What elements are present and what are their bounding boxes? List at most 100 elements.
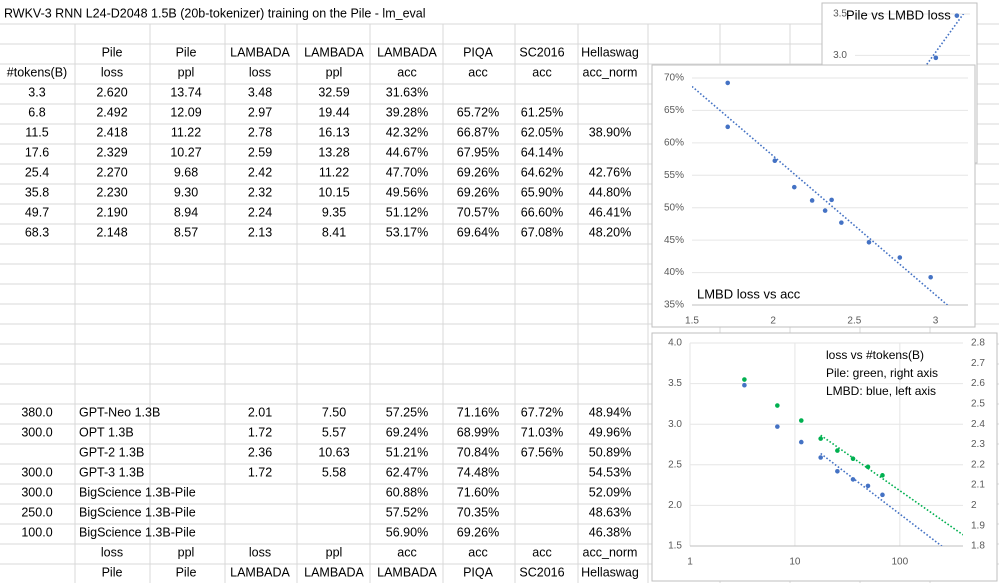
sheet-title: RWKV-3 RNN L24-D2048 1.5B (20b-tokenizer… <box>4 6 426 20</box>
y-tick-label: 2.5 <box>668 459 682 470</box>
point <box>928 274 933 280</box>
cell: SC2016 <box>519 45 564 59</box>
cell: 70.35% <box>457 505 499 519</box>
chart: 35% 40% 45% 50% 55% 60% 65% 70% 1.5 2 2.5 3 LMBD los… <box>651 64 976 328</box>
point <box>791 184 797 190</box>
cell: 71.60% <box>457 485 499 499</box>
y2-tick-label: 2.8 <box>971 338 985 349</box>
cell: 380.0 <box>21 405 52 419</box>
y2-tick-label: 1.9 <box>971 520 985 531</box>
y-tick-label: 1.5 <box>668 541 682 552</box>
cell: 2.36 <box>248 445 272 459</box>
cell: 67.72% <box>521 405 563 419</box>
point <box>725 124 731 130</box>
cell: 31.63% <box>386 85 428 99</box>
cell: LAMBADA <box>230 565 290 579</box>
cell: 11.22 <box>171 125 201 139</box>
cell: 5.57 <box>322 425 346 439</box>
point <box>822 208 828 213</box>
y-tick-label: 3.5 <box>668 378 682 389</box>
chart-title: LMBD loss vs acc <box>697 286 801 301</box>
cell: 49.96% <box>589 425 631 439</box>
point <box>725 80 731 86</box>
point <box>865 483 871 489</box>
cell: 52.09% <box>589 485 631 499</box>
y2-tick-label: 2.3 <box>971 439 985 450</box>
cell: 9.35 <box>322 205 346 219</box>
point <box>829 197 834 203</box>
point <box>835 448 840 453</box>
cell: 9.30 <box>174 185 198 199</box>
cell: 250.0 <box>21 505 52 519</box>
cell: acc <box>397 65 416 79</box>
cell: ppl <box>178 545 195 559</box>
cell: 44.80% <box>589 185 631 199</box>
cell: BigScience 1.3B-Pile <box>79 505 196 519</box>
cell: 8.94 <box>174 205 198 219</box>
y2-tick-label: 2.5 <box>971 399 985 410</box>
cell: GPT-2 1.3B <box>79 445 144 459</box>
cell: 12.09 <box>170 105 201 119</box>
point <box>775 403 780 408</box>
cell: 11.5 <box>25 125 48 139</box>
y2-tick-label: 2.2 <box>971 459 985 470</box>
point <box>798 439 804 445</box>
cell: 68.99% <box>457 425 499 439</box>
cell: 44.67% <box>386 145 428 159</box>
cell: 13.28 <box>318 145 349 159</box>
point <box>880 473 885 478</box>
cell: 3.48 <box>248 85 272 99</box>
y2-tick-label: 1.8 <box>971 541 985 552</box>
cell: ppl <box>326 545 343 559</box>
cell: 71.03% <box>521 425 563 439</box>
cell: 9.68 <box>174 165 198 179</box>
cell: 25.4 <box>25 165 49 179</box>
cell: 46.41% <box>589 205 631 219</box>
cell: 2.01 <box>248 405 272 419</box>
cell: 66.60% <box>521 205 563 219</box>
point <box>850 477 856 482</box>
cell: 50.89% <box>589 445 631 459</box>
cell: 6.8 <box>28 105 45 119</box>
cell: acc_norm <box>583 65 638 79</box>
y2-tick-label: 2.4 <box>971 419 985 430</box>
y2-tick-label: 2.7 <box>971 358 985 369</box>
cell: Pile <box>102 565 123 579</box>
cell: Pile <box>176 565 197 579</box>
cell: 35.8 <box>25 185 49 199</box>
cell: 17.6 <box>25 145 49 159</box>
cell: 69.64% <box>457 225 499 239</box>
y-tick-label: 2.0 <box>668 500 682 511</box>
x-tick-label: 2.5 <box>847 316 861 327</box>
cell: Hellaswag <box>581 45 639 59</box>
cell: 49.56% <box>386 185 428 199</box>
point <box>865 464 871 470</box>
cell: 300.0 <box>21 425 52 439</box>
x-tick-label: 1 <box>687 557 693 568</box>
cell: 67.95% <box>457 145 499 159</box>
cell: 1.72 <box>248 465 272 479</box>
cell: 60.88% <box>386 485 428 499</box>
cell: 11.22 <box>319 165 349 179</box>
y-tick-label: 3.0 <box>833 50 847 61</box>
cell: 49.7 <box>25 205 49 219</box>
cell: 19.44 <box>318 105 349 119</box>
cell: loss <box>249 545 271 559</box>
cell: 16.13 <box>318 125 349 139</box>
point <box>933 55 939 61</box>
cell: 8.41 <box>322 225 346 239</box>
cell: LAMBADA <box>304 45 364 59</box>
cell: PIQA <box>463 45 494 59</box>
cell: 54.53% <box>589 465 631 479</box>
cell: 39.28% <box>386 105 428 119</box>
cell: ppl <box>178 65 195 79</box>
cell: acc <box>468 65 487 79</box>
cell: 66.87% <box>457 125 499 139</box>
cell: acc <box>532 65 551 79</box>
point <box>835 468 840 474</box>
cell: LAMBADA <box>230 45 290 59</box>
cell: 70.57% <box>457 205 499 219</box>
cell: 42.32% <box>386 125 428 139</box>
cell: 300.0 <box>21 485 52 499</box>
trendline <box>820 452 943 546</box>
